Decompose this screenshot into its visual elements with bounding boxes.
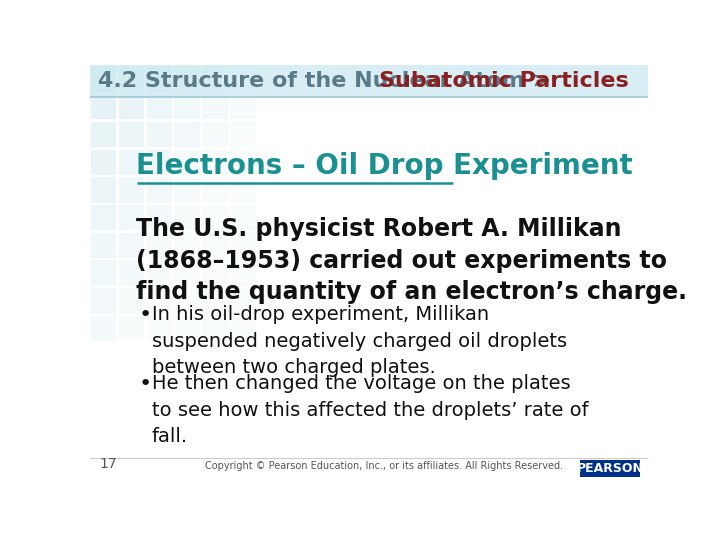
- FancyBboxPatch shape: [91, 316, 117, 341]
- FancyBboxPatch shape: [230, 233, 256, 258]
- FancyBboxPatch shape: [202, 260, 228, 286]
- FancyBboxPatch shape: [119, 233, 144, 258]
- FancyBboxPatch shape: [91, 94, 117, 119]
- FancyBboxPatch shape: [202, 233, 228, 258]
- FancyBboxPatch shape: [119, 205, 144, 231]
- Text: Electrons – Oil Drop Experiment: Electrons – Oil Drop Experiment: [137, 152, 634, 180]
- FancyBboxPatch shape: [174, 122, 200, 147]
- FancyBboxPatch shape: [230, 150, 256, 175]
- FancyBboxPatch shape: [202, 316, 228, 341]
- FancyBboxPatch shape: [174, 233, 200, 258]
- FancyBboxPatch shape: [91, 66, 117, 92]
- FancyBboxPatch shape: [119, 150, 144, 175]
- FancyBboxPatch shape: [230, 122, 256, 147]
- FancyBboxPatch shape: [174, 288, 200, 314]
- FancyBboxPatch shape: [174, 316, 200, 341]
- FancyBboxPatch shape: [174, 177, 200, 202]
- FancyBboxPatch shape: [230, 66, 256, 92]
- FancyBboxPatch shape: [230, 260, 256, 286]
- FancyBboxPatch shape: [119, 122, 144, 147]
- Text: Copyright © Pearson Education, Inc., or its affiliates. All Rights Reserved.: Copyright © Pearson Education, Inc., or …: [205, 461, 564, 471]
- FancyBboxPatch shape: [91, 205, 117, 231]
- FancyBboxPatch shape: [230, 316, 256, 341]
- FancyBboxPatch shape: [147, 177, 172, 202]
- FancyBboxPatch shape: [91, 150, 117, 175]
- FancyBboxPatch shape: [147, 233, 172, 258]
- FancyBboxPatch shape: [147, 122, 172, 147]
- FancyBboxPatch shape: [91, 177, 117, 202]
- FancyBboxPatch shape: [147, 260, 172, 286]
- FancyBboxPatch shape: [91, 260, 117, 286]
- FancyBboxPatch shape: [174, 260, 200, 286]
- Text: In his oil-drop experiment, Millikan
suspended negatively charged oil droplets
b: In his oil-drop experiment, Millikan sus…: [152, 305, 567, 377]
- FancyBboxPatch shape: [202, 288, 228, 314]
- FancyBboxPatch shape: [230, 288, 256, 314]
- Text: 17: 17: [99, 457, 117, 471]
- FancyBboxPatch shape: [119, 94, 144, 119]
- FancyBboxPatch shape: [202, 150, 228, 175]
- Text: 4.2 Structure of the Nuclear Atom >: 4.2 Structure of the Nuclear Atom >: [98, 71, 559, 91]
- FancyBboxPatch shape: [119, 177, 144, 202]
- Text: PEARSON: PEARSON: [577, 462, 644, 475]
- FancyBboxPatch shape: [147, 205, 172, 231]
- FancyBboxPatch shape: [119, 66, 144, 92]
- FancyBboxPatch shape: [119, 260, 144, 286]
- FancyBboxPatch shape: [230, 94, 256, 119]
- Bar: [580, 460, 640, 477]
- FancyBboxPatch shape: [119, 316, 144, 341]
- Bar: [90, 65, 648, 97]
- FancyBboxPatch shape: [91, 288, 117, 314]
- FancyBboxPatch shape: [147, 316, 172, 341]
- FancyBboxPatch shape: [174, 205, 200, 231]
- FancyBboxPatch shape: [230, 177, 256, 202]
- FancyBboxPatch shape: [147, 288, 172, 314]
- Text: Subatomic Particles: Subatomic Particles: [379, 71, 629, 91]
- FancyBboxPatch shape: [230, 205, 256, 231]
- FancyBboxPatch shape: [202, 177, 228, 202]
- FancyBboxPatch shape: [147, 150, 172, 175]
- FancyBboxPatch shape: [202, 205, 228, 231]
- FancyBboxPatch shape: [174, 66, 200, 92]
- Text: •: •: [139, 374, 152, 394]
- FancyBboxPatch shape: [174, 150, 200, 175]
- Text: The U.S. physicist Robert A. Millikan
(1868–1953) carried out experiments to
fin: The U.S. physicist Robert A. Millikan (1…: [137, 217, 688, 305]
- FancyBboxPatch shape: [147, 94, 172, 119]
- FancyBboxPatch shape: [119, 288, 144, 314]
- FancyBboxPatch shape: [202, 94, 228, 119]
- FancyBboxPatch shape: [174, 94, 200, 119]
- FancyBboxPatch shape: [202, 122, 228, 147]
- FancyBboxPatch shape: [147, 66, 172, 92]
- FancyBboxPatch shape: [91, 233, 117, 258]
- Text: He then changed the voltage on the plates
to see how this affected the droplets’: He then changed the voltage on the plate…: [152, 374, 589, 447]
- FancyBboxPatch shape: [91, 122, 117, 147]
- FancyBboxPatch shape: [202, 66, 228, 92]
- Text: •: •: [139, 305, 152, 325]
